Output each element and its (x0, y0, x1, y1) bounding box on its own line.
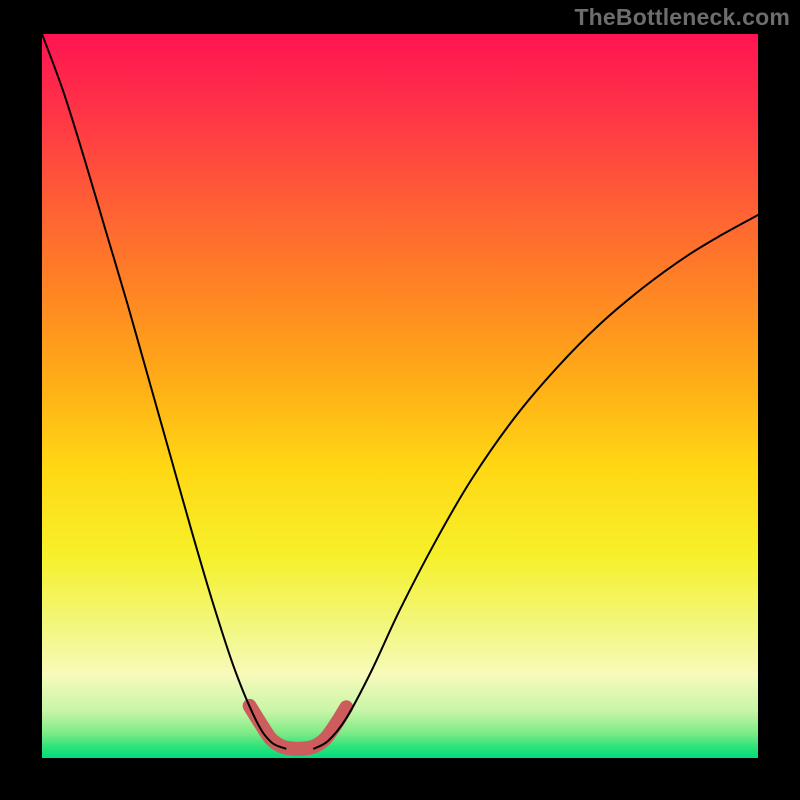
bottleneck-chart (0, 0, 800, 800)
watermark-text: TheBottleneck.com (574, 4, 790, 31)
plot-gradient (42, 34, 758, 758)
